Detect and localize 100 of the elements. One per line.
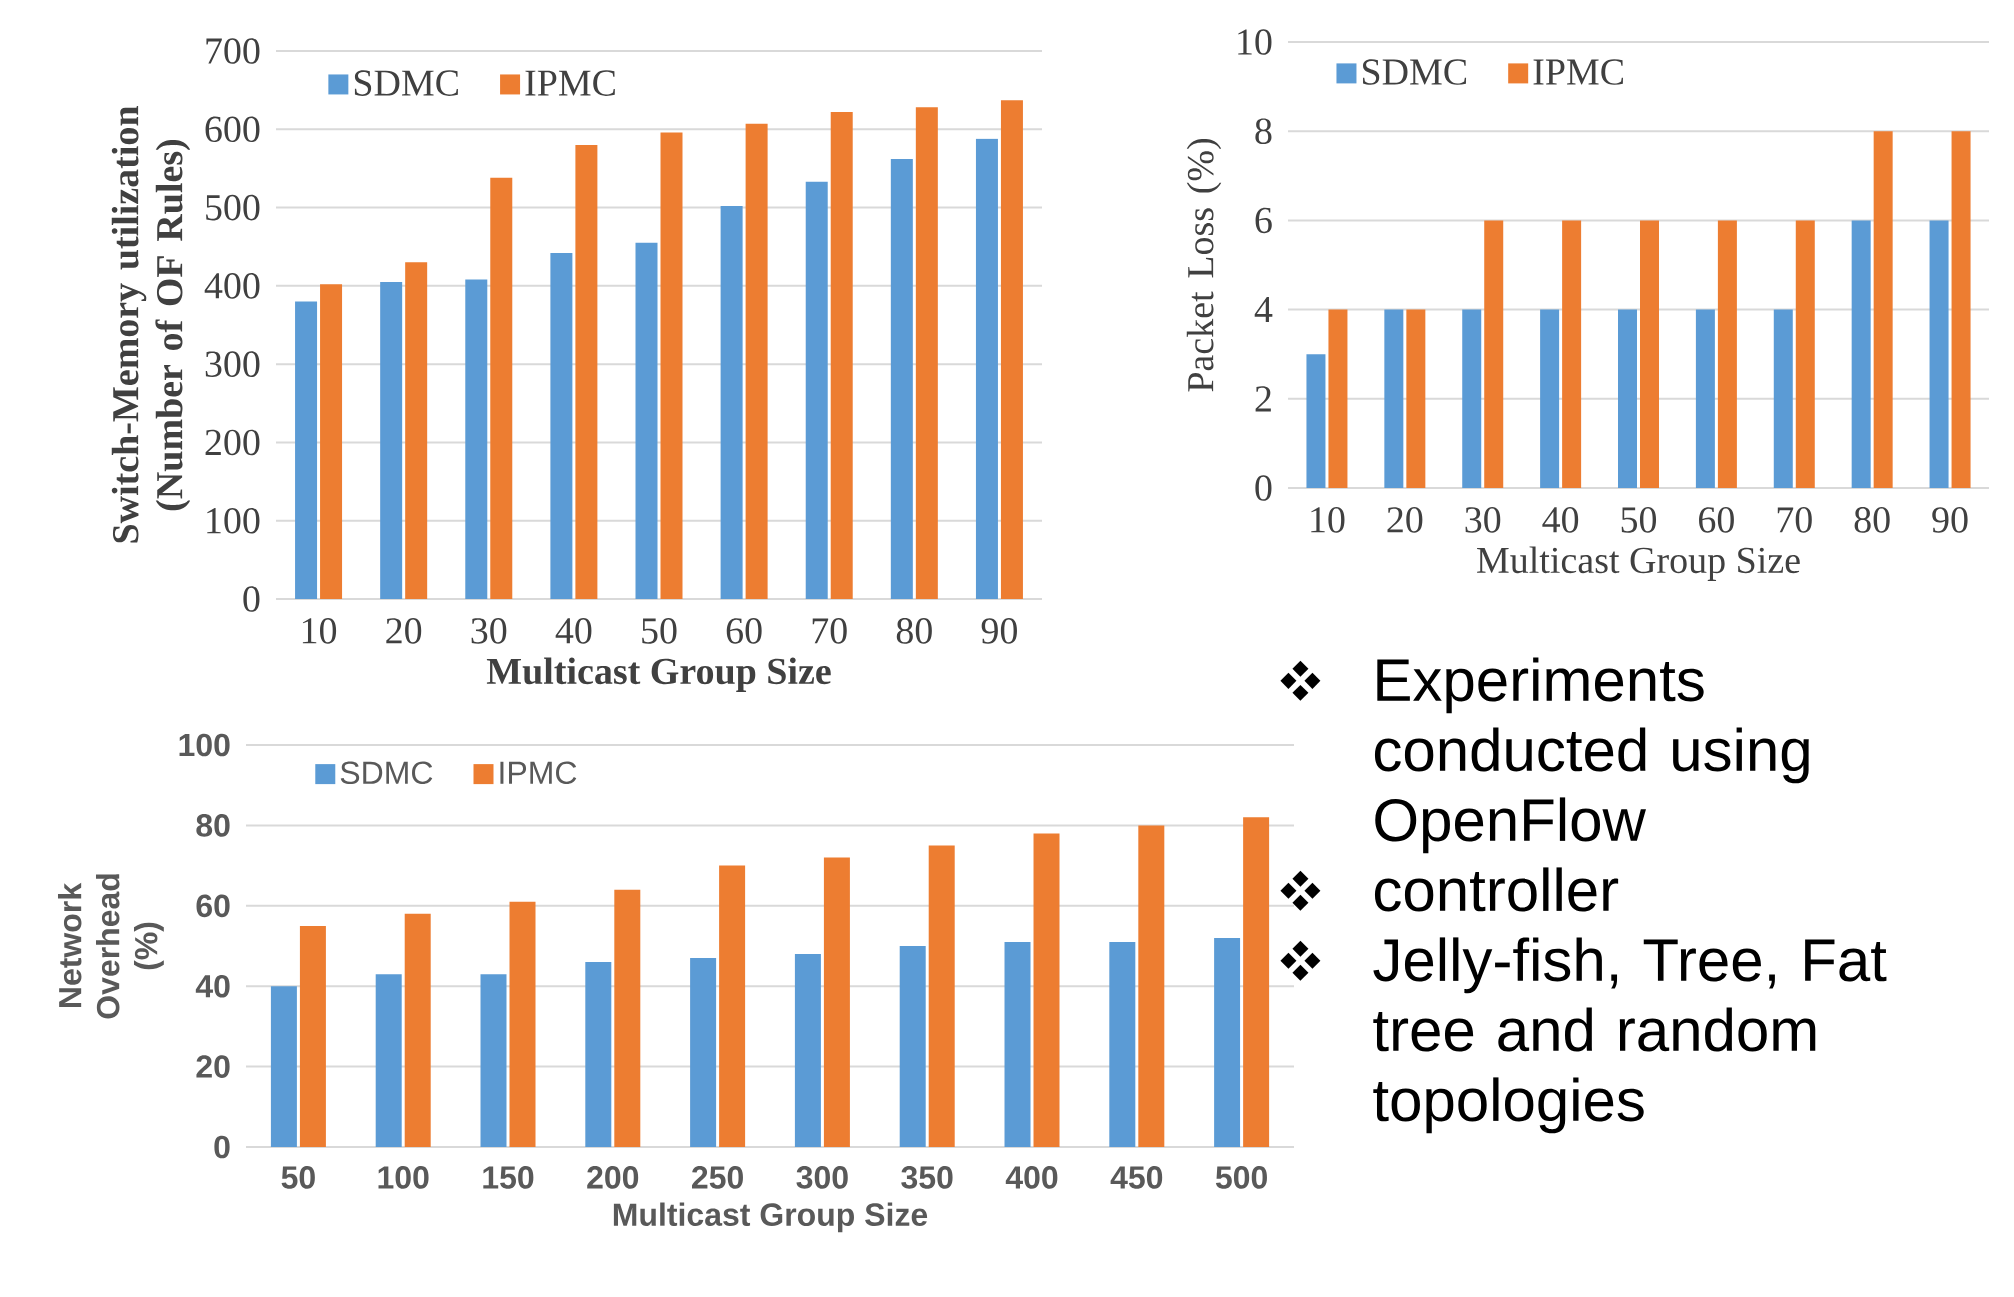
bar: [1929, 220, 1949, 488]
x-tick-label: 70: [1777, 507, 1812, 533]
bar: [375, 974, 402, 1147]
bar: [719, 865, 746, 1147]
x-tick-label: 250: [692, 1166, 743, 1189]
y-tick-label: 100: [179, 733, 230, 757]
x-tick-label: 20: [1387, 507, 1423, 533]
bar: [1851, 220, 1871, 488]
bar: [660, 132, 683, 599]
bar: [299, 925, 326, 1147]
bar: [1328, 309, 1348, 488]
x-tick-label: 400: [1005, 1166, 1058, 1189]
y-tick-label: 6: [1255, 207, 1272, 234]
x-axis-title: Multicast Group Size: [486, 657, 831, 692]
y-tick-label: 200: [205, 429, 260, 456]
y-tick-label: 300: [205, 351, 260, 377]
bar: [720, 206, 743, 599]
legend-label: SDMC: [340, 761, 433, 785]
bar: [1406, 309, 1426, 488]
x-tick-label: 200: [587, 1166, 639, 1189]
bar: [509, 901, 536, 1147]
bar: [915, 107, 938, 599]
bar: [890, 159, 913, 599]
x-tick-label: 100: [378, 1166, 429, 1189]
bar: [1138, 825, 1165, 1147]
x-tick-label: 60: [1699, 507, 1734, 533]
bar: [1004, 941, 1031, 1147]
x-tick-label: 20: [386, 618, 422, 644]
bar: [480, 974, 507, 1147]
legend-label: SDMC: [354, 70, 458, 96]
x-tick-label: 90: [1932, 507, 1968, 533]
x-tick-label: 70: [812, 618, 847, 644]
x-tick-label: 40: [1542, 507, 1579, 533]
x-tick-label: 30: [471, 618, 507, 644]
y-tick-label: 8: [1255, 118, 1272, 145]
x-tick-label: 50: [1621, 507, 1657, 533]
y-tick-label: 60: [196, 894, 230, 918]
bar: [823, 857, 850, 1147]
x-tick-label: 60: [726, 618, 762, 644]
x-tick-label: 50: [281, 1166, 315, 1189]
x-tick-label: 40: [555, 618, 592, 644]
bar: [320, 284, 343, 599]
bar: [830, 112, 853, 599]
x-tick-label: 90: [981, 618, 1017, 644]
x-tick-label: 150: [483, 1166, 534, 1189]
x-tick-label: 300: [796, 1166, 848, 1189]
bar: [635, 242, 658, 599]
y-tick-label: 2: [1255, 386, 1271, 412]
bar: [490, 177, 513, 599]
bar: [1562, 220, 1582, 488]
bar: [405, 262, 428, 599]
x-axis-title: Multicast Group Size: [613, 1202, 928, 1233]
bar: [550, 252, 573, 599]
bar: [1795, 220, 1815, 488]
text: Jelly-fish, Tree, Fat tree and random topologies: [1373, 937, 1887, 1134]
bar: [805, 181, 828, 599]
x-tick-label: 50: [642, 618, 677, 644]
bar: [1717, 220, 1737, 488]
x-tick-label: 10: [302, 618, 337, 644]
bar: [575, 144, 598, 599]
bar: [270, 986, 297, 1147]
bar: [1033, 833, 1060, 1147]
y-axis-title: Network Overhead (%): [57, 874, 164, 1019]
y-tick-label: 0: [1255, 475, 1272, 501]
bar: [1951, 131, 1971, 488]
bar: [1306, 354, 1326, 488]
y-tick-label: 0: [243, 586, 260, 612]
legend-label: IPMC: [525, 70, 615, 96]
y-tick-label: 10: [1238, 29, 1272, 55]
x-tick-label: 10: [1311, 507, 1345, 533]
y-axis-title: Packet Loss (%): [1186, 139, 1222, 392]
bar: [295, 301, 318, 599]
x-tick-label: 30: [1465, 507, 1501, 533]
legend-label: SDMC: [1363, 59, 1467, 85]
bar: [1484, 220, 1504, 488]
x-tick-label: 450: [1110, 1166, 1163, 1189]
bar: [1618, 309, 1637, 488]
bar: [1873, 131, 1893, 488]
x-tick-label: 350: [901, 1166, 953, 1189]
bar: [380, 281, 403, 599]
bar: [1462, 309, 1482, 488]
y-tick-label: 500: [206, 194, 260, 221]
bar: [794, 954, 821, 1147]
bar: [1695, 309, 1715, 488]
bar: [1000, 100, 1023, 599]
bar: [614, 889, 641, 1147]
x-tick-label: 80: [1854, 507, 1890, 533]
y-axis-title: Switch-Memory utilization (Number of OF Rules): [111, 106, 191, 543]
bar: [745, 123, 768, 599]
bar: [404, 913, 431, 1147]
bar: [1773, 309, 1793, 488]
bar: [690, 958, 717, 1147]
text: controller: [1374, 867, 1619, 912]
bar: [1214, 937, 1241, 1147]
bar: [1109, 941, 1136, 1147]
bar: [585, 962, 612, 1147]
x-tick-label: 80: [896, 618, 932, 644]
y-tick-label: 0: [214, 1135, 230, 1159]
bar: [1243, 817, 1270, 1147]
bar: [1540, 309, 1560, 488]
